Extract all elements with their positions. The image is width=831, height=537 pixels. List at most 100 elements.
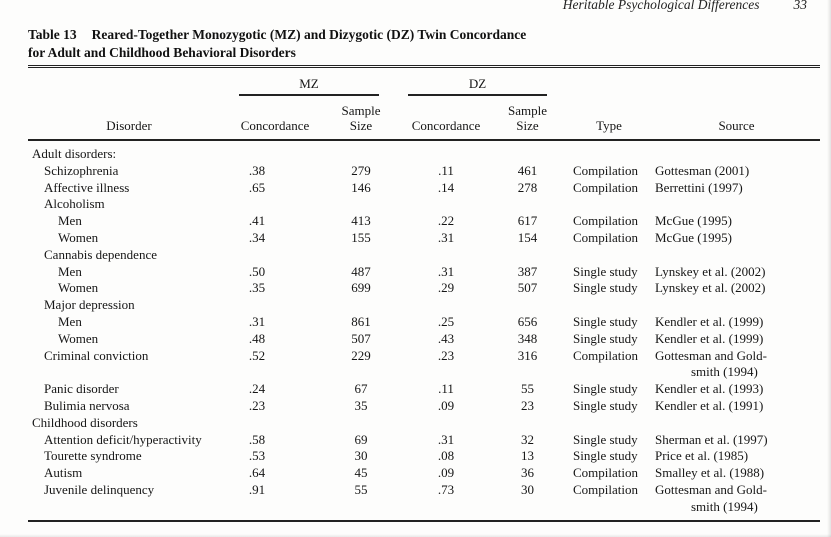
- type-cell: Compilation: [573, 179, 638, 195]
- mz-concordance-cell: .35: [248, 280, 266, 296]
- disorder-cell: Juvenile delinquency: [44, 481, 155, 497]
- mz-concordance-cell: .38: [248, 162, 266, 178]
- column-header-row: Disorder Concordance Sample Size Concord…: [28, 96, 820, 141]
- mz-concordance-cell: .53: [248, 448, 266, 464]
- dz-concordance-cell: .23: [437, 347, 455, 363]
- disorder-cell: Men: [58, 213, 82, 229]
- source-line: Berrettini (1997): [655, 179, 743, 195]
- dz-concordance-cell: .73: [437, 481, 455, 497]
- source-cell: Kendler et al. (1993): [653, 381, 820, 398]
- disorder-cell: Affective illness: [44, 179, 130, 195]
- source-cell: [653, 196, 820, 213]
- type-cell: Single study: [573, 397, 638, 413]
- type-cell: Single study: [573, 431, 638, 447]
- source-line: Gottesman and Gold-: [655, 481, 767, 497]
- dz-concordance-cell: .31: [437, 431, 455, 447]
- column-group-dz-label: DZ: [408, 68, 547, 96]
- disorder-cell: Men: [58, 313, 82, 329]
- source-cell: Gottesman and Gold-smith (1994): [653, 482, 820, 521]
- dz-concordance-cell: .25: [437, 313, 455, 329]
- type-cell: Single study: [573, 313, 638, 329]
- table-row: Tourette syndrome .53 30 .08 13 Single study P…: [28, 448, 820, 465]
- dz-sample-size-cell: 461: [517, 162, 538, 178]
- dz-concordance-cell: .22: [437, 213, 455, 229]
- mz-sample-size-cell: 413: [351, 213, 371, 229]
- mz-concordance-cell: .48: [248, 330, 266, 346]
- mz-concordance-cell: [230, 196, 320, 213]
- disorder-cell: Women: [58, 229, 99, 245]
- source-cell: [653, 415, 820, 432]
- disorder-cell: Men: [58, 263, 82, 279]
- mz-concordance-cell: .50: [248, 263, 266, 279]
- running-head: Heritable Psychological Differences 33: [563, 0, 807, 12]
- disorder-cell: Major depression: [44, 297, 135, 313]
- disorder-cell: Criminal conviction: [44, 347, 149, 363]
- dz-concordance-cell: .11: [438, 162, 454, 178]
- dz-concordance-cell: [402, 196, 490, 213]
- mz-sample-size-cell: [320, 297, 402, 314]
- mz-sample-size-cell: 699: [351, 280, 371, 296]
- dz-concordance-cell: .31: [437, 263, 455, 279]
- mz-concordance-cell: .91: [248, 481, 266, 497]
- source-cell: Kendler et al. (1991): [653, 398, 820, 415]
- mz-sample-size-cell: 55: [354, 481, 368, 497]
- disorder-cell: Autism: [44, 465, 83, 481]
- type-cell: Compilation: [573, 481, 638, 497]
- type-cell: Compilation: [573, 162, 638, 178]
- source-cell: Kendler et al. (1999): [653, 314, 820, 331]
- mz-sample-size-cell: [320, 247, 402, 264]
- dz-sample-size-cell: 387: [517, 263, 538, 279]
- mz-sample-size-cell: [320, 196, 402, 213]
- source-cell: [653, 140, 820, 163]
- disorder-cell: Alcoholism: [44, 196, 105, 212]
- source-line: McGue (1995): [655, 229, 732, 245]
- table-row: Women .34 155 .31 154 Compilation McGue (1995): [28, 230, 820, 247]
- mz-sample-size-cell: 279: [351, 162, 371, 178]
- mz-sample-size-cell: 507: [351, 330, 371, 346]
- running-title: Heritable Psychological Differences: [562, 0, 760, 12]
- column-header-disorder: Disorder: [28, 96, 230, 141]
- source-line: Gottesman (2001): [655, 162, 750, 178]
- table-body: Adult disorders: Schizophrenia .38 279 .11 46…: [28, 140, 820, 521]
- disorder-cell: Women: [58, 280, 99, 296]
- type-cell: Compilation: [573, 465, 638, 481]
- dz-sample-size-cell: 278: [517, 179, 538, 195]
- column-header-dz-concordance: Concordance: [402, 96, 490, 141]
- dz-sample-size-cell: [490, 415, 565, 432]
- spacer-cell: [653, 67, 820, 97]
- type-cell: Single study: [573, 381, 638, 397]
- disorder-cell: Panic disorder: [44, 381, 119, 397]
- dz-concordance-cell: .29: [437, 280, 455, 296]
- source-cell: Gottesman (2001): [653, 163, 820, 180]
- source-line: Price et al. (1985): [655, 448, 749, 464]
- type-cell: Single study: [573, 448, 638, 464]
- source-cell: Gottesman and Gold-smith (1994): [653, 348, 820, 382]
- type-cell: Single study: [573, 280, 638, 296]
- column-group-dz: DZ: [402, 67, 565, 96]
- table-row: Major depression: [28, 297, 820, 314]
- dz-concordance-cell: .09: [437, 397, 455, 413]
- disorder-cell: Tourette syndrome: [44, 448, 142, 464]
- mz-sample-size-cell: 30: [354, 448, 368, 464]
- dz-concordance-cell: .11: [438, 381, 454, 397]
- table-row: Juvenile delinquency .91 55 .73 30 Compilatio…: [28, 482, 820, 521]
- scan-edge-bottom: [0, 534, 831, 537]
- type-cell: [565, 140, 653, 163]
- dz-sample-size-cell: 154: [517, 229, 538, 245]
- mz-sample-size-cell: 487: [351, 263, 371, 279]
- dz-sample-size-cell: 656: [517, 313, 538, 329]
- source-line: Lynskey et al. (2002): [655, 263, 766, 279]
- dz-sample-size-cell: 507: [517, 280, 538, 296]
- type-cell: Compilation: [573, 229, 638, 245]
- source-line: Lynskey et al. (2002): [655, 280, 766, 296]
- disorder-cell: Bulimia nervosa: [44, 397, 130, 413]
- table-row: Affective illness .65 146 .14 278 Compilation…: [28, 180, 820, 197]
- dz-sample-size-cell: 23: [521, 397, 534, 413]
- disorder-cell: Schizophrenia: [44, 162, 119, 178]
- source-cell: Kendler et al. (1999): [653, 331, 820, 348]
- source-cell: McGue (1995): [653, 213, 820, 230]
- table-row: Men .31 861 .25 656 Single study Kendler et al…: [28, 314, 820, 331]
- dz-concordance-cell: [402, 297, 490, 314]
- table-row: Men .50 487 .31 387 Single study Lynskey et al…: [28, 264, 820, 281]
